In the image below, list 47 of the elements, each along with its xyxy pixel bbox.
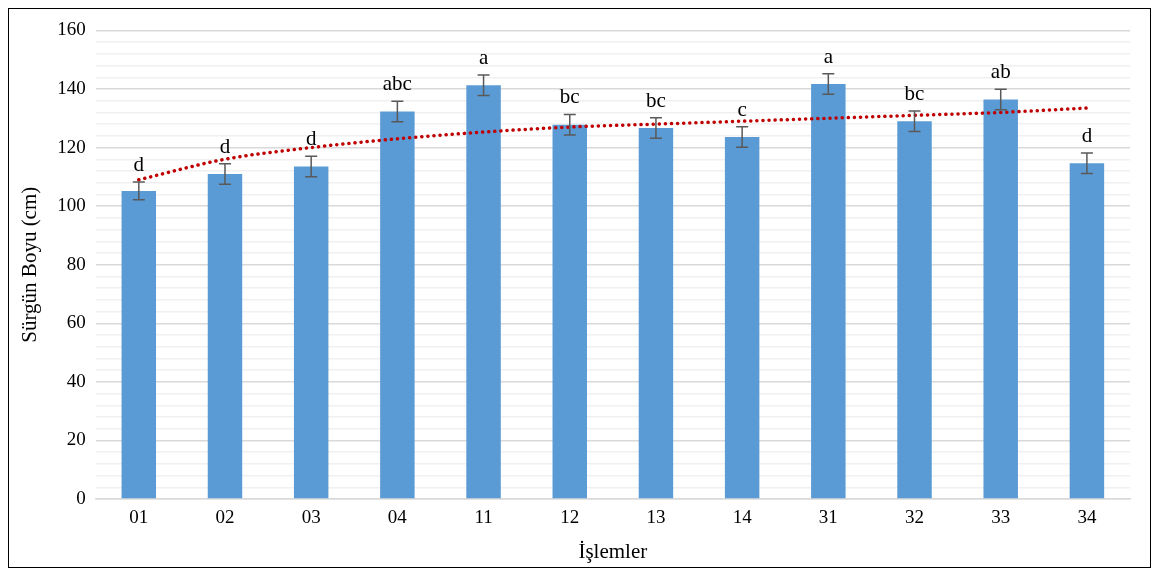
y-tick-label: 100 <box>57 194 86 216</box>
x-tick-label: 31 <box>818 506 838 528</box>
annotation: a <box>823 43 834 68</box>
x-tick-label: 34 <box>1077 506 1097 528</box>
bar <box>638 127 674 499</box>
y-tick-label: 80 <box>66 252 86 274</box>
y-tick-label: 120 <box>57 135 86 157</box>
y-tick-label: 20 <box>66 428 86 450</box>
y-tick-label: 40 <box>66 369 86 391</box>
x-tick-label: 03 <box>301 506 321 528</box>
bar <box>983 99 1018 499</box>
x-tick-label: 11 <box>474 506 493 528</box>
bar <box>552 124 587 499</box>
x-tick-label: 33 <box>991 506 1011 528</box>
annotation: c <box>737 96 747 121</box>
bar <box>121 190 157 499</box>
bar <box>466 85 501 499</box>
annotation: d <box>133 152 145 177</box>
bar <box>811 84 846 499</box>
annotation: d <box>1081 123 1093 148</box>
x-tick-label: 12 <box>560 506 580 528</box>
y-axis-title: Sürgün Boyu (cm) <box>17 186 42 343</box>
x-tick-label: 02 <box>215 506 235 528</box>
x-tick-label: 01 <box>129 506 149 528</box>
x-tick-label: 14 <box>732 506 753 528</box>
x-tick-label: 13 <box>646 506 666 528</box>
y-tick-label: 140 <box>57 76 86 98</box>
bar <box>897 121 932 499</box>
annotation: bc <box>904 80 925 105</box>
annotation: bc <box>646 87 666 112</box>
annotation: ab <box>990 59 1011 84</box>
x-tick-label: 04 <box>387 506 408 528</box>
y-tick-label: 160 <box>57 18 86 40</box>
bar <box>380 111 415 499</box>
annotation: abc <box>382 71 412 96</box>
y-tick-label: 60 <box>66 311 86 333</box>
bar <box>724 137 760 499</box>
x-tick-label: 32 <box>905 506 925 528</box>
y-tick-label: 0 <box>76 486 86 508</box>
bar <box>293 166 329 499</box>
bar <box>1069 163 1105 499</box>
x-axis-title: İşlemler <box>578 538 648 563</box>
bar <box>207 173 243 499</box>
annotation: d <box>219 133 231 158</box>
annotation: bc <box>559 84 580 109</box>
annotation: d <box>305 126 317 151</box>
annotation: a <box>478 44 489 69</box>
